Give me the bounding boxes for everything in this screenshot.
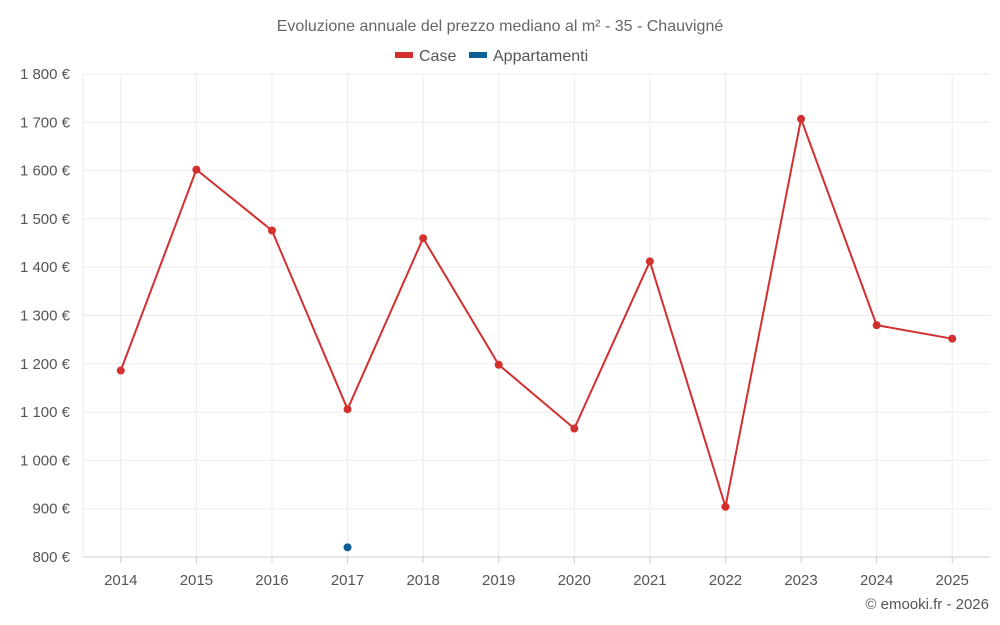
data-point-appartamenti[interactable] bbox=[343, 543, 352, 552]
chart-title: Evoluzione annuale del prezzo mediano al… bbox=[277, 18, 724, 35]
x-tick-label: 2021 bbox=[633, 572, 666, 589]
data-point-case[interactable] bbox=[948, 334, 957, 343]
x-tick-label: 2023 bbox=[784, 572, 817, 589]
legend-item-appartamenti[interactable]: Appartamenti bbox=[469, 48, 588, 65]
data-point-case[interactable] bbox=[872, 321, 881, 330]
x-tick-label: 2018 bbox=[406, 572, 439, 589]
legend-swatch-case bbox=[395, 52, 413, 58]
x-tick-label: 2022 bbox=[709, 572, 742, 589]
x-tick-label: 2019 bbox=[482, 572, 515, 589]
y-tick-label: 1 100 € bbox=[20, 404, 71, 421]
data-point-case[interactable] bbox=[721, 502, 730, 511]
data-point-case[interactable] bbox=[645, 257, 654, 266]
axes bbox=[82, 74, 990, 563]
y-tick-label: 1 000 € bbox=[20, 452, 71, 469]
data-point-case[interactable] bbox=[419, 234, 428, 243]
x-tick-label: 2016 bbox=[255, 572, 288, 589]
grid-lines bbox=[83, 73, 990, 557]
data-point-case[interactable] bbox=[570, 424, 579, 433]
y-tick-label: 800 € bbox=[32, 549, 70, 566]
legend: Case Appartamenti bbox=[395, 48, 588, 65]
y-tick-label: 1 700 € bbox=[20, 114, 71, 131]
legend-item-case[interactable]: Case bbox=[395, 48, 456, 65]
y-tick-label: 1 500 € bbox=[20, 211, 71, 228]
y-tick-label: 1 600 € bbox=[20, 163, 71, 180]
data-point-case[interactable] bbox=[343, 405, 352, 414]
y-tick-label: 1 300 € bbox=[20, 308, 71, 325]
series-line-case bbox=[119, 117, 953, 508]
x-tick-label: 2014 bbox=[104, 572, 137, 589]
x-tick-label: 2020 bbox=[558, 572, 591, 589]
y-tick-label: 1 200 € bbox=[20, 356, 71, 373]
data-point-case[interactable] bbox=[797, 114, 806, 123]
legend-label-appartamenti: Appartamenti bbox=[493, 48, 588, 65]
y-tick-label: 1 800 € bbox=[20, 66, 71, 83]
data-point-case[interactable] bbox=[192, 165, 201, 174]
chart-credit: © emooki.fr - 2026 bbox=[865, 596, 989, 613]
y-tick-label: 900 € bbox=[32, 501, 70, 518]
x-tick-label: 2015 bbox=[180, 572, 213, 589]
x-tick-label: 2017 bbox=[331, 572, 364, 589]
y-tick-label: 1 400 € bbox=[20, 259, 71, 276]
y-axis-ticks: 800 € 900 € 1 000 € 1 100 € 1 200 € 1 300 € 1 … bbox=[20, 66, 71, 566]
x-tick-label: 2024 bbox=[860, 572, 893, 589]
data-point-case[interactable] bbox=[116, 366, 125, 375]
data-point-case[interactable] bbox=[267, 226, 276, 235]
x-axis-ticks: 2014 2015 2016 2017 2018 2019 2020 2021 2022 2023… bbox=[104, 572, 969, 589]
series-group bbox=[116, 114, 957, 552]
legend-swatch-appartamenti bbox=[469, 52, 487, 58]
legend-label-case: Case bbox=[419, 48, 456, 65]
x-tick-label: 2025 bbox=[936, 572, 969, 589]
data-point-case[interactable] bbox=[494, 360, 503, 369]
